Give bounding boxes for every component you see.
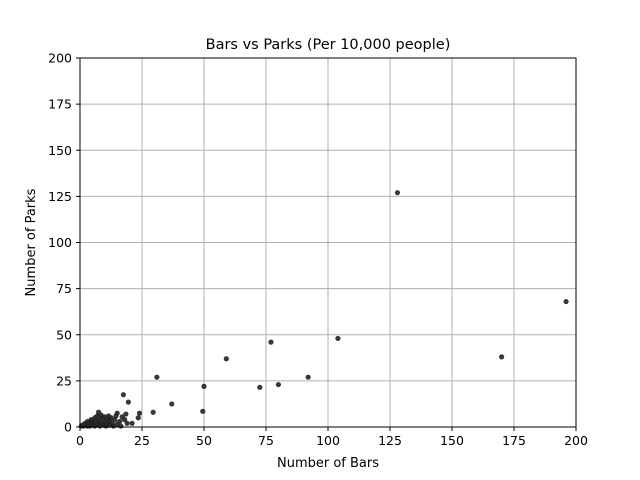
scatter-point bbox=[114, 410, 120, 416]
scatter-point bbox=[200, 408, 206, 414]
x-tick-label: 50 bbox=[196, 433, 212, 448]
scatter-point bbox=[120, 392, 126, 398]
x-tick-label: 175 bbox=[502, 433, 526, 448]
x-tick-label: 150 bbox=[440, 433, 464, 448]
scatter-point bbox=[335, 335, 341, 342]
y-axis-label: Number of Parks bbox=[24, 188, 39, 296]
y-tick-label: 150 bbox=[48, 143, 72, 158]
x-tick-label: 200 bbox=[564, 433, 588, 448]
y-tick-label: 200 bbox=[48, 51, 72, 66]
y-tick-label: 75 bbox=[56, 281, 72, 296]
scatter-point bbox=[154, 374, 160, 380]
scatter-point bbox=[169, 401, 175, 407]
scatter-point bbox=[124, 420, 130, 426]
x-tick-label: 100 bbox=[316, 433, 340, 448]
x-tick-label: 0 bbox=[76, 433, 84, 448]
scatter-point bbox=[275, 381, 281, 388]
y-tick-label: 0 bbox=[64, 420, 72, 435]
scatter-point bbox=[394, 190, 401, 196]
scatter-point bbox=[129, 420, 135, 426]
y-tick-label: 175 bbox=[48, 97, 72, 112]
scatter-point bbox=[201, 383, 207, 390]
scatter-point bbox=[122, 417, 128, 423]
x-tick-label: 125 bbox=[378, 433, 402, 448]
scatter-point bbox=[268, 339, 274, 345]
x-tick-label: 25 bbox=[134, 433, 150, 448]
y-tick-label: 100 bbox=[48, 235, 72, 250]
scatter-point bbox=[499, 354, 505, 360]
scatter-point bbox=[223, 356, 229, 362]
x-axis-label: Number of Bars bbox=[277, 456, 379, 471]
scatter-point bbox=[150, 409, 156, 415]
scatter-point bbox=[123, 411, 129, 417]
y-tick-label: 50 bbox=[56, 327, 72, 342]
scatter-point bbox=[117, 418, 123, 425]
scatter-point bbox=[125, 399, 131, 405]
axis-ticks: 0 25 50 75 100 125 150 175 200 0 25 50 75 100 125 150 17… bbox=[48, 51, 588, 449]
x-tick-label: 75 bbox=[258, 433, 274, 448]
scatter-point bbox=[135, 415, 141, 421]
scatter-point bbox=[118, 423, 124, 429]
scatter-point bbox=[136, 410, 143, 416]
y-tick-label: 25 bbox=[56, 373, 72, 388]
chart-title: Bars vs Parks (Per 10,000 people) bbox=[206, 37, 451, 53]
scatter-point bbox=[305, 374, 311, 380]
y-tick-label: 125 bbox=[48, 189, 72, 204]
scatter-point bbox=[257, 384, 263, 390]
scatter-point bbox=[563, 298, 569, 305]
